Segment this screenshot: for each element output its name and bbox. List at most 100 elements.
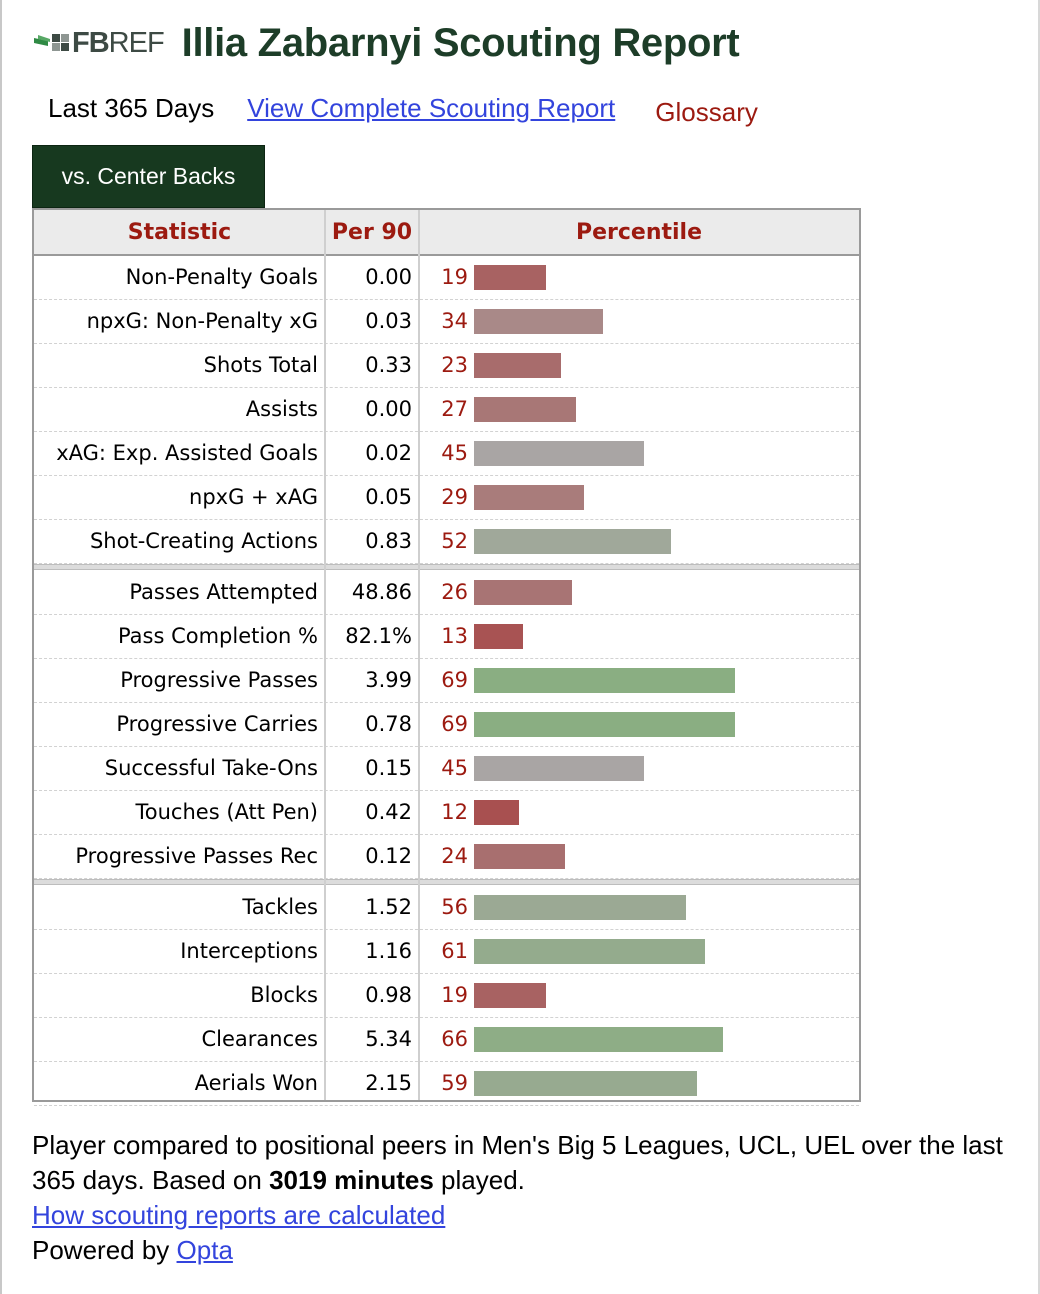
- per90-value: 5.34: [365, 1027, 412, 1051]
- stat-name[interactable]: Shots Total: [203, 353, 318, 377]
- column-divider: [324, 210, 326, 1100]
- stat-name[interactable]: npxG + xAG: [189, 485, 318, 509]
- stat-name[interactable]: Tackles: [242, 895, 318, 919]
- per90-value: 0.98: [365, 983, 412, 1007]
- table-row: Progressive Carries 0.78 69: [34, 703, 859, 747]
- stat-name[interactable]: Aerials Won: [194, 1071, 318, 1095]
- stat-name[interactable]: Touches (Att Pen): [135, 800, 318, 824]
- fbref-logo-text: FBREF: [72, 26, 165, 59]
- table-row: Aerials Won 2.15 59: [34, 1062, 859, 1106]
- header-statistic[interactable]: Statistic: [127, 219, 232, 245]
- tab-vs-center-backs[interactable]: vs. Center Backs: [32, 145, 265, 208]
- table-row: npxG: Non-Penalty xG 0.03 34: [34, 300, 859, 344]
- page-title: Illia Zabarnyi Scouting Report: [181, 20, 740, 65]
- header-per90[interactable]: Per 90: [331, 219, 413, 245]
- table-row: npxG + xAG 0.05 29: [34, 476, 859, 520]
- table-row: Blocks 0.98 19: [34, 974, 859, 1018]
- percentile-value: 52: [441, 529, 468, 553]
- percentile-bar: [474, 1027, 723, 1052]
- percentile-bar: [474, 712, 735, 737]
- footnote: Player compared to positional peers in M…: [32, 1128, 1012, 1268]
- percentile-bar: [474, 309, 603, 334]
- per90-value: 0.05: [365, 485, 412, 509]
- stat-name[interactable]: Passes Attempted: [129, 580, 318, 604]
- stat-name[interactable]: npxG: Non-Penalty xG: [86, 309, 318, 333]
- percentile-bar: [474, 580, 572, 605]
- table-row: Pass Completion % 82.1% 13: [34, 615, 859, 659]
- per90-value: 0.83: [365, 529, 412, 553]
- stat-name[interactable]: Progressive Passes: [120, 668, 318, 692]
- per90-value: 0.15: [365, 756, 412, 780]
- stat-name[interactable]: Non-Penalty Goals: [125, 265, 318, 289]
- stat-name[interactable]: Clearances: [201, 1027, 318, 1051]
- per90-value: 0.00: [365, 397, 412, 421]
- percentile-bar: [474, 485, 584, 510]
- stat-name[interactable]: Progressive Carries: [116, 712, 318, 736]
- table-row: Shots Total 0.33 23: [34, 344, 859, 388]
- percentile-bar: [474, 353, 561, 378]
- percentile-bar: [474, 939, 705, 964]
- table-row: Tackles 1.52 56: [34, 886, 859, 930]
- stat-name[interactable]: Interceptions: [180, 939, 318, 963]
- stat-name[interactable]: Shot-Creating Actions: [89, 529, 318, 553]
- powered-by: Powered by Opta: [32, 1235, 233, 1265]
- percentile-bar: [474, 983, 546, 1008]
- per90-value: 0.78: [365, 712, 412, 736]
- table-row: Touches (Att Pen) 0.42 12: [34, 791, 859, 835]
- percentile-value: 69: [441, 712, 468, 736]
- percentile-bar: [474, 668, 735, 693]
- glossary-link[interactable]: Glossary: [655, 96, 758, 127]
- percentile-value: 45: [441, 441, 468, 465]
- table-row: xAG: Exp. Assisted Goals 0.02 45: [34, 432, 859, 476]
- per90-value: 2.15: [365, 1071, 412, 1095]
- percentile-bar: [474, 1071, 697, 1096]
- header-percentile[interactable]: Percentile: [575, 219, 703, 245]
- percentile-bar: [474, 624, 523, 649]
- view-complete-report-link[interactable]: View Complete Scouting Report: [247, 92, 616, 123]
- group-separator: [34, 564, 859, 570]
- percentile-value: 24: [441, 844, 468, 868]
- per90-value: 1.52: [365, 895, 412, 919]
- percentile-value: 26: [441, 580, 468, 604]
- percentile-value: 23: [441, 353, 468, 377]
- page-left-border: [0, 0, 2, 1294]
- stat-name[interactable]: Assists: [245, 397, 318, 421]
- stat-name[interactable]: Blocks: [250, 983, 318, 1007]
- minutes-played: 3019 minutes: [269, 1165, 434, 1195]
- stat-name[interactable]: xAG: Exp. Assisted Goals: [56, 441, 318, 465]
- opta-link[interactable]: Opta: [176, 1235, 233, 1265]
- per90-value: 0.42: [365, 800, 412, 824]
- stat-name[interactable]: Pass Completion %: [117, 624, 318, 648]
- stat-name[interactable]: Progressive Passes Rec: [75, 844, 318, 868]
- percentile-value: 45: [441, 756, 468, 780]
- fbref-logo[interactable]: FBREF: [34, 26, 165, 59]
- calculation-info-link[interactable]: How scouting reports are calculated: [32, 1200, 446, 1230]
- percentile-value: 61: [441, 939, 468, 963]
- percentile-bar: [474, 265, 546, 290]
- table-row: Clearances 5.34 66: [34, 1018, 859, 1062]
- percentile-bar: [474, 529, 671, 554]
- percentile-value: 29: [441, 485, 468, 509]
- per90-value: 82.1%: [345, 624, 412, 648]
- percentile-value: 19: [441, 265, 468, 289]
- per90-value: 3.99: [365, 668, 412, 692]
- percentile-value: 27: [441, 397, 468, 421]
- table-row: Interceptions 1.16 61: [34, 930, 859, 974]
- stat-name[interactable]: Successful Take-Ons: [104, 756, 318, 780]
- table-row: Passes Attempted 48.86 26: [34, 571, 859, 615]
- percentile-bar: [474, 756, 644, 781]
- percentile-bar: [474, 800, 519, 825]
- table-row: Progressive Passes 3.99 69: [34, 659, 859, 703]
- percentile-bar: [474, 895, 686, 920]
- footnote-description: Player compared to positional peers in M…: [32, 1130, 1003, 1195]
- page-right-border: [1038, 0, 1040, 1294]
- percentile-value: 56: [441, 895, 468, 919]
- group-separator: [34, 879, 859, 885]
- page-header: FBREF Illia Zabarnyi Scouting Report: [34, 18, 740, 68]
- percentile-value: 69: [441, 668, 468, 692]
- percentile-value: 12: [441, 800, 468, 824]
- subnav: Last 365 Days View Complete Scouting Rep…: [48, 90, 758, 127]
- per90-value: 0.00: [365, 265, 412, 289]
- per90-value: 48.86: [351, 580, 412, 604]
- column-divider: [418, 210, 420, 1100]
